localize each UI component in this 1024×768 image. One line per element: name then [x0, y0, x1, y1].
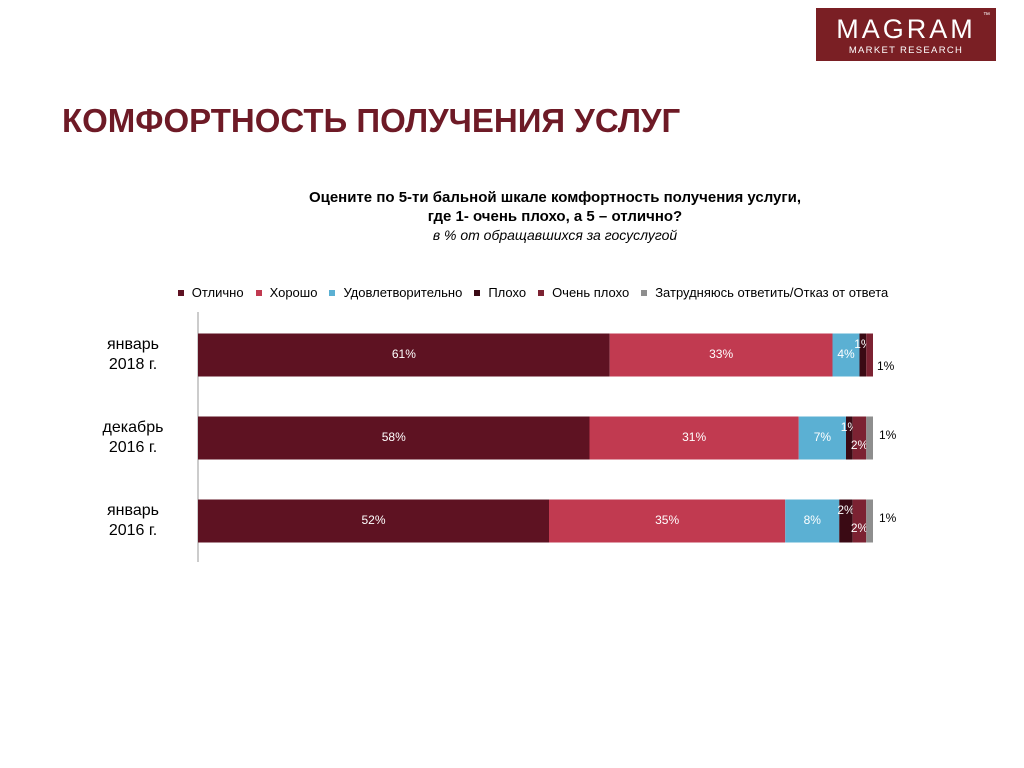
- legend: Отлично Хорошо Удовлетворительно Плохо Очень…: [0, 285, 1024, 300]
- value-label: 1%: [879, 428, 897, 442]
- legend-marker: [641, 289, 648, 296]
- bar-segment: [549, 499, 786, 543]
- value-label: 35%: [655, 513, 679, 527]
- legend-marker: [538, 289, 545, 296]
- value-label: 2%: [837, 503, 855, 517]
- bar-segment: [609, 333, 833, 377]
- legend-item: Плохо: [474, 285, 526, 300]
- bar-segment: [866, 333, 873, 377]
- legend-label: Плохо: [488, 285, 527, 300]
- legend-label: Очень плохо: [552, 285, 630, 300]
- bar-segment: [198, 333, 610, 377]
- bar-segment: [852, 416, 867, 460]
- value-label: 7%: [814, 430, 832, 444]
- category-label: декабрь 2016 г.: [102, 419, 164, 456]
- logo-tagline: MARKET RESEARCH: [848, 45, 964, 56]
- bar-segment: [785, 499, 840, 543]
- legend-marker: [255, 289, 262, 296]
- legend-marker: [329, 289, 336, 296]
- legend-label: Хорошо: [269, 285, 318, 300]
- value-label: 31%: [682, 430, 706, 444]
- category-label: январь 2018 г.: [107, 336, 159, 373]
- legend-label: Удовлетворительно: [343, 285, 463, 300]
- value-label: 2%: [851, 521, 869, 535]
- value-label: 8%: [804, 513, 822, 527]
- bar-segment: [866, 499, 873, 543]
- legend-item: Хорошо: [255, 285, 318, 300]
- legend-item: Затрудняюсь ответить/Отказ от ответа: [641, 285, 888, 300]
- legend-item: Отлично: [177, 285, 244, 300]
- logo-tm: ™: [983, 12, 990, 19]
- logo-name: MAGRAM: [836, 14, 976, 44]
- category-label: январь 2016 г.: [107, 502, 159, 539]
- value-label: 4%: [837, 347, 855, 361]
- logo: MAGRAM ™ MARKET RESEARCH: [816, 8, 996, 61]
- legend-marker: [177, 289, 184, 296]
- value-label: 1%: [879, 511, 897, 525]
- bar-segment: [846, 416, 853, 460]
- value-label: 61%: [392, 347, 416, 361]
- bar-segment: [198, 499, 549, 543]
- bar-segment: [839, 499, 853, 543]
- bar-segment: [866, 416, 873, 460]
- value-label: 1%: [877, 359, 895, 373]
- heading: КОМФОРТНОСТЬ ПОЛУЧЕНИЯ УСЛУГ: [62, 102, 681, 139]
- value-label: 52%: [361, 513, 385, 527]
- legend-label: Затрудняюсь ответить/Отказ от ответа: [655, 285, 889, 300]
- legend-marker: [474, 289, 481, 296]
- value-label: 33%: [709, 347, 733, 361]
- chart-title: Оцените по 5-ти бальной шкале комфортнос…: [308, 189, 802, 225]
- bar-segment: [832, 333, 860, 377]
- bar-segment: [798, 416, 846, 460]
- legend-label: Отлично: [191, 285, 244, 300]
- bar-segment: [589, 416, 799, 460]
- value-label: 2%: [851, 438, 869, 452]
- bar-segment: [198, 416, 590, 460]
- bar-segment: [859, 333, 867, 377]
- value-label: 58%: [382, 430, 406, 444]
- chart-subtitle: в % от обращавшихся за госуслугой: [432, 227, 678, 243]
- legend-item: Удовлетворительно: [329, 285, 462, 300]
- bar-segment: [852, 499, 867, 543]
- legend-item: Очень плохо: [538, 285, 629, 300]
